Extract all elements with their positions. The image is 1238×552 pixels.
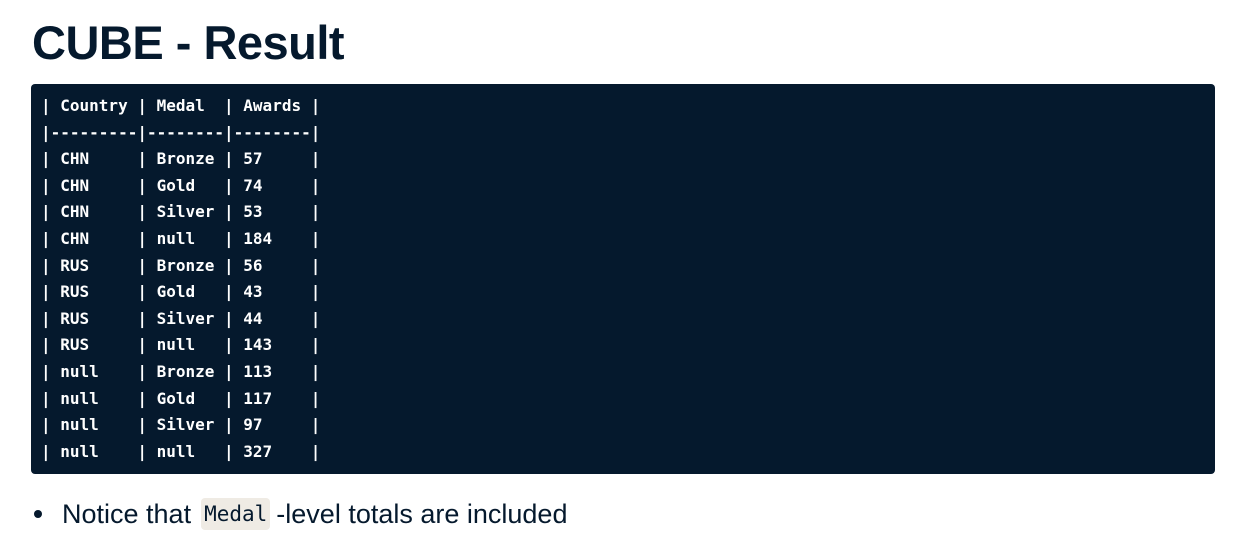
code-line: | null | null | 327 | [41, 441, 321, 461]
bullet-list: Notice that Medal -level totals are incl… [32, 494, 567, 534]
code-line: | CHN | Bronze | 57 | [41, 149, 321, 169]
code-line: | RUS | null | 143 | [41, 335, 321, 355]
code-line: | CHN | null | 184 | [41, 228, 321, 248]
code-line: | null | Silver | 97 | [41, 415, 321, 435]
code-line: | RUS | Bronze | 56 | [41, 255, 321, 275]
code-line: |---------|--------|--------| [41, 122, 321, 142]
bullet-icon [34, 510, 42, 518]
slide-title: CUBE - Result [32, 16, 345, 69]
code-line: | null | Bronze | 113 | [41, 361, 321, 381]
code-line: | CHN | Silver | 53 | [41, 202, 321, 222]
code-line: | RUS | Gold | 43 | [41, 282, 321, 302]
inline-code: Medal [201, 498, 271, 530]
code-block: | Country | Medal | Awards | |---------|… [31, 84, 1215, 474]
bullet-text-suffix: -level totals are included [276, 499, 568, 529]
code-line: | RUS | Silver | 44 | [41, 308, 321, 328]
bullet-text-prefix: Notice that [62, 499, 192, 529]
code-line: | Country | Medal | Awards | [41, 96, 321, 115]
bullet-item: Notice that Medal -level totals are incl… [32, 494, 567, 534]
code-line: | CHN | Gold | 74 | [41, 175, 321, 195]
code-line: | null | Gold | 117 | [41, 388, 321, 408]
